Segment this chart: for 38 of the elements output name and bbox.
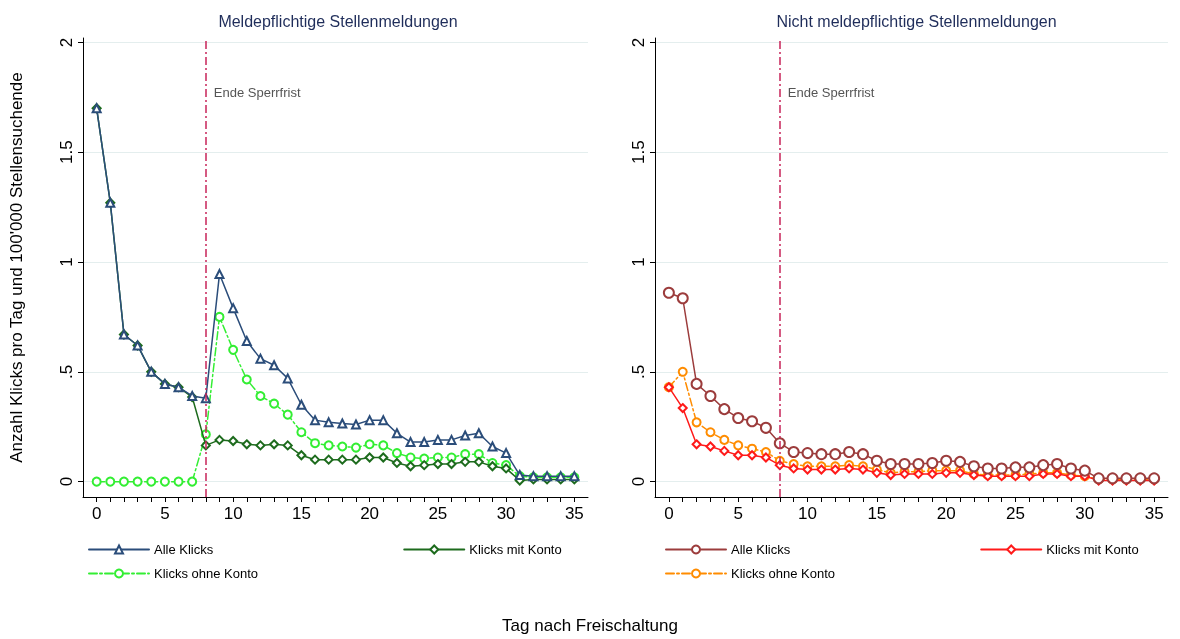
y-tick-label: 2 [57, 37, 76, 48]
x-tick-label: 5 [733, 504, 743, 523]
chart-title: Nicht meldepflichtige Stellenmeldungen [776, 12, 1057, 30]
y-tick-label: 0 [629, 476, 648, 487]
legend-label: Klicks ohne Konto [154, 566, 259, 581]
x-tick-label: 20 [936, 504, 956, 523]
x-tick-label: 25 [1006, 504, 1025, 523]
legend-label: Klicks mit Konto [469, 542, 562, 557]
x-tick-label: 0 [91, 504, 102, 523]
y-tick-label: 1 [57, 257, 76, 267]
x-tick-label: 35 [1144, 504, 1164, 523]
y-tick-label: 2 [629, 37, 648, 48]
y-tick-label: 1.5 [57, 140, 76, 165]
ref-line-label: Ende Sperrfrist [787, 85, 875, 100]
x-tick-label: 30 [1075, 504, 1095, 523]
x-tick-label: 35 [564, 504, 584, 523]
y-tick-label: .5 [629, 364, 648, 379]
x-tick-label: 30 [496, 504, 516, 523]
legend-label: Alle Klicks [731, 542, 791, 557]
y-axis-title: Anzahl Klicks pro Tag und 100'000 Stellensuchende [7, 72, 26, 463]
legend-label: Klicks ohne Konto [731, 566, 836, 581]
x-tick-label: 0 [664, 504, 674, 523]
x-tick-label: 10 [798, 504, 817, 523]
ref-line-label: Ende Sperrfrist [213, 85, 301, 100]
y-tick-label: .5 [57, 364, 76, 379]
x-tick-label: 15 [291, 504, 311, 523]
x-tick-label: 20 [360, 504, 380, 523]
legend-label: Alle Klicks [154, 542, 214, 557]
x-axis-title: Tag nach Freischaltung [501, 616, 679, 636]
x-tick-label: 25 [428, 504, 448, 523]
y-tick-label: 1 [629, 257, 648, 267]
legend-label: Klicks mit Konto [1046, 542, 1139, 557]
x-tick-label: 15 [867, 504, 887, 523]
y-tick-label: 0 [57, 476, 76, 487]
x-tick-label: 10 [223, 504, 243, 523]
y-tick-label: 1.5 [629, 140, 648, 165]
x-tick-label: 5 [160, 504, 170, 523]
chart-title: Meldepflichtige Stellenmeldungen [218, 12, 458, 30]
